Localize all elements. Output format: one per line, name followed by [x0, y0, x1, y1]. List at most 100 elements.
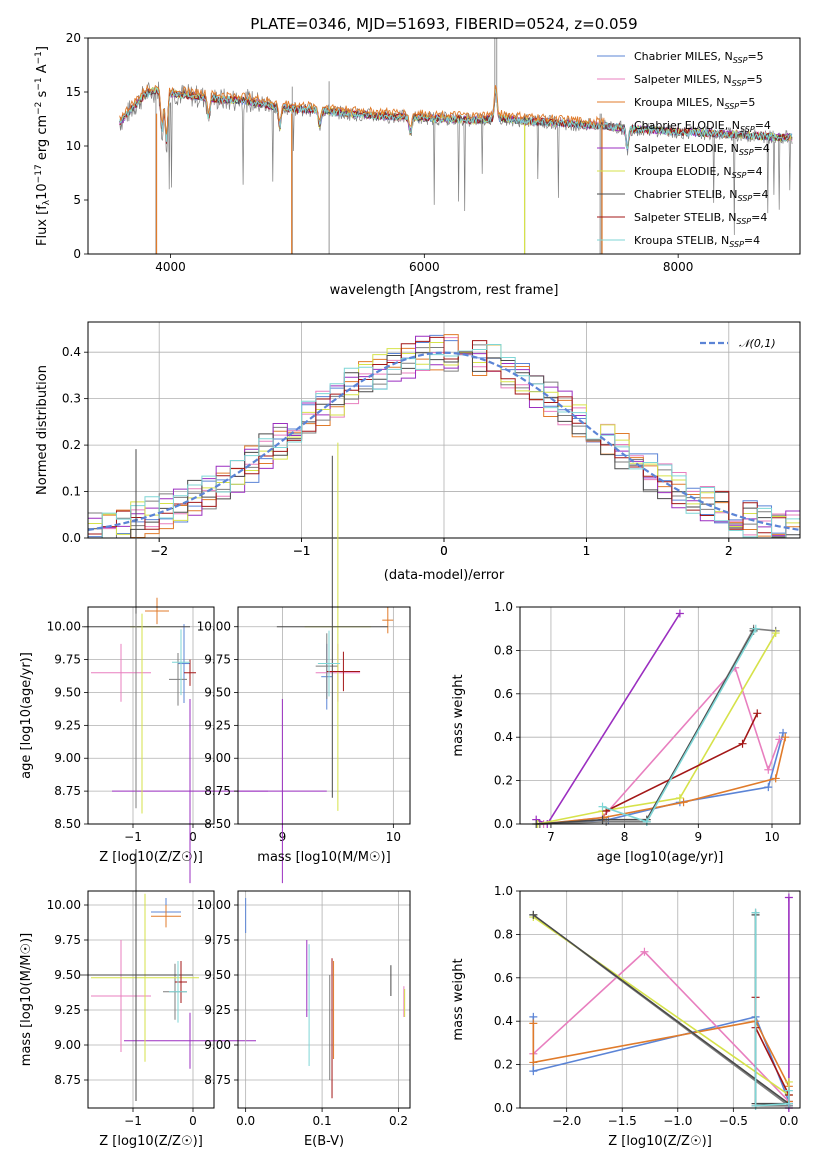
y-tick-label: 15 [66, 85, 81, 99]
p8-data [529, 893, 793, 1112]
histogram-ylabel: Normed distribution [35, 365, 50, 495]
x-tick-label: −2 [150, 544, 168, 558]
legend-label-3: Kroupa MILES, NSSP=5 [634, 96, 755, 111]
x-tick-label: −1 [124, 1114, 142, 1128]
mass-weight-vs-metallicity-panel: −2.0 −1.5 −1.0 −0.5 0.0 0.0 0.2 0.4 0.6 0.8 1.0 Z [… [451, 884, 801, 1149]
x-tick-label: −1.5 [608, 1114, 637, 1128]
mass-vs-metallicity-panel: −1 0 8.75 9.00 9.25 9.50 9.75 10.00 Z [log10(Z/Z… [19, 849, 256, 1149]
spectrum-ylabel: Flux [fλ10−17 erg cm−2 s−1 A−1] [34, 46, 52, 246]
y-tick-label: 0.2 [494, 774, 513, 788]
y-tick-label: 8.75 [204, 784, 231, 798]
x-tick-label: 8 [621, 830, 629, 844]
p7-grid: 0.0 0.1 0.2 8.75 9.00 9.25 9.50 9.75 10.00 [197, 891, 410, 1128]
x-tick-label: 2 [725, 544, 733, 558]
y-tick-label: 9.50 [54, 685, 81, 699]
x-tick-label: 10 [764, 830, 779, 844]
y-tick-label: 9.00 [204, 751, 231, 765]
p3-grid: −1 0 8.50 8.75 9.00 9.25 9.50 9.75 10.00 [47, 607, 214, 844]
y-tick-label: 9.00 [204, 1038, 231, 1052]
weight-marker-9 [784, 1099, 793, 1108]
x-tick-label: −1 [293, 544, 311, 558]
weight-marker-6 [784, 1077, 793, 1086]
x-tick-label: 10 [386, 830, 401, 844]
p6-xlabel: Z [log10(Z/Z☉)] [99, 1134, 203, 1149]
legend-label-6: Kroupa ELODIE, NSSP=4 [634, 165, 763, 180]
y-tick-label: 10.00 [197, 620, 231, 634]
y-tick-label: 0.4 [62, 345, 81, 359]
y-tick-label: 9.25 [204, 718, 231, 732]
y-tick-label: 9.75 [54, 933, 81, 947]
p8-xlabel: Z [log10(Z/Z☉)] [608, 1134, 712, 1149]
x-tick-label: 9 [694, 830, 702, 844]
y-tick-label: 0.8 [494, 927, 513, 941]
weight-marker-3 [529, 1019, 538, 1028]
x-tick-label: 0 [440, 544, 448, 558]
y-tick-label: 1.0 [494, 884, 513, 898]
p6-grid: −1 0 8.75 9.00 9.25 9.50 9.75 10.00 [47, 891, 214, 1128]
y-tick-label: 10.00 [47, 620, 81, 634]
y-tick-label: 9.25 [54, 1003, 81, 1017]
y-tick-label: 8.75 [54, 1073, 81, 1087]
x-tick-label: 8000 [663, 260, 694, 274]
p3-ylabel: age [log10(age/yr)] [19, 652, 34, 779]
weight-marker-3 [771, 774, 780, 783]
x-tick-label: 4000 [155, 260, 186, 274]
x-tick-label: 1 [583, 544, 591, 558]
x-tick-label: 0 [189, 1114, 197, 1128]
x-tick-label: 6000 [409, 260, 440, 274]
weight-marker-5 [784, 893, 793, 902]
legend-label-1: Chabrier MILES, NSSP=5 [634, 50, 764, 65]
spectrum-xlabel: wavelength [Angstrom, rest frame] [330, 283, 559, 298]
y-tick-label: 0.6 [494, 687, 513, 701]
x-tick-label: 0 [189, 830, 197, 844]
y-tick-label: 9.50 [54, 968, 81, 982]
y-tick-label: 8.50 [204, 817, 231, 831]
histogram-series-group [88, 334, 800, 538]
legend-label-2: Salpeter MILES, NSSP=5 [634, 73, 763, 88]
y-tick-label: 0 [73, 247, 81, 261]
weight-marker-1 [764, 783, 773, 792]
weight-marker-2 [775, 735, 784, 744]
weight-marker-7 [598, 815, 607, 824]
p6-data [79, 849, 256, 1101]
p4-data [238, 442, 394, 884]
x-tick-label: 0.2 [389, 1114, 408, 1128]
y-tick-label: 9.75 [54, 653, 81, 667]
x-tick-label: 0.0 [236, 1114, 255, 1128]
y-tick-label: 9.75 [204, 933, 231, 947]
y-tick-label: 9.25 [54, 718, 81, 732]
weight-marker-8 [753, 709, 762, 718]
y-tick-label: 9.50 [204, 685, 231, 699]
p8-ylabel: mass weight [451, 958, 466, 1040]
p5-ylabel: mass weight [451, 674, 466, 756]
legend-label-8: Salpeter STELIB, NSSP=4 [634, 211, 767, 226]
x-tick-label: 2 [725, 544, 733, 558]
p4-xlabel: mass [log10(M/M☉)] [257, 850, 390, 865]
p7-xlabel: E(B-V) [304, 1134, 344, 1149]
weight-marker-9 [598, 802, 607, 811]
y-tick-label: 9.25 [204, 1003, 231, 1017]
y-tick-label: 20 [66, 31, 81, 45]
x-tick-label: 0 [440, 544, 448, 558]
weight-line-8 [754, 997, 790, 1096]
p5-data [532, 609, 790, 828]
y-tick-label: 10 [66, 139, 81, 153]
weight-marker-9 [751, 624, 760, 633]
p5-xlabel: age [log10(age/yr)] [597, 850, 724, 865]
y-tick-label: 9.50 [204, 968, 231, 982]
y-tick-label: 0.0 [494, 817, 513, 831]
y-tick-label: 0.4 [494, 730, 513, 744]
weight-marker-1 [779, 728, 788, 737]
weight-marker-6 [771, 629, 780, 638]
x-tick-label: 7 [547, 830, 555, 844]
legend-label-4: Chabrier ELODIE, NSSP=4 [634, 119, 771, 134]
p6-frame [87, 890, 215, 1109]
age-vs-metallicity-panel: −1 0 8.50 8.75 9.00 9.25 9.50 9.75 10.00 Z [log10… [19, 449, 268, 884]
spectrum-title: PLATE=0346, MJD=51693, FIBERID=0524, z=0… [250, 15, 637, 33]
y-tick-label: 8.50 [54, 817, 81, 831]
p6-ylabel: mass [log10(M/M☉)] [19, 933, 34, 1066]
legend-label-7: Chabrier STELIB, NSSP=4 [634, 188, 768, 203]
y-tick-label: 0.2 [62, 438, 81, 452]
